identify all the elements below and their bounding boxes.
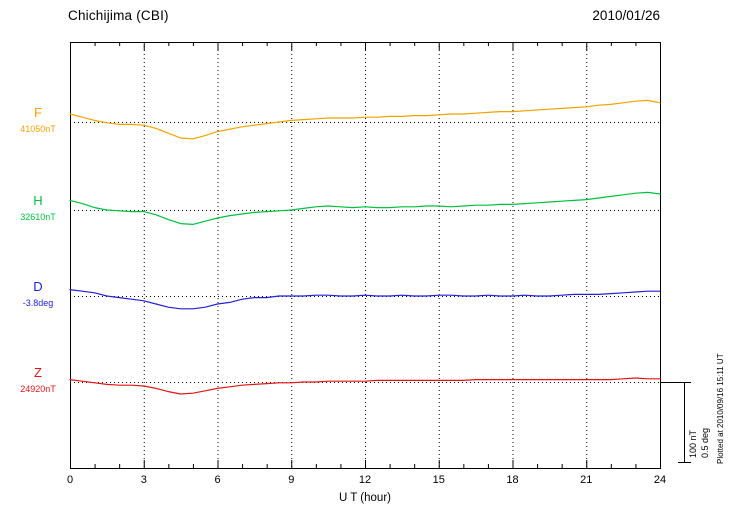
series-label-f: F (34, 105, 42, 120)
series-label-d: D (33, 279, 43, 294)
chart-title: Chichijima (CBI) (68, 8, 169, 23)
scale-label-deg: 0.5 deg (700, 427, 710, 458)
x-axis-tick-labels: 0 3 6 9 12 15 18 21 24 (0, 474, 730, 488)
series-baseline-value-h: 32610nT (20, 212, 56, 222)
x-tick-label: 12 (358, 474, 372, 486)
scale-label-nt: 100 nT (688, 429, 698, 458)
x-tick-label: 15 (432, 474, 445, 486)
x-tick-label: 21 (580, 474, 593, 486)
x-axis-label: U T (hour) (339, 492, 391, 504)
series-baseline-value-d: -3.8deg (22, 298, 54, 308)
x-tick-label: 18 (506, 474, 519, 486)
x-tick-label: 6 (214, 474, 221, 486)
x-tick-label: 3 (140, 474, 147, 486)
series-label-z: Z (34, 365, 42, 380)
series-baseline-value-f: 41050nT (20, 124, 56, 134)
chart-date: 2010/01/26 (592, 8, 660, 23)
x-tick-label: 24 (653, 474, 667, 486)
series-label-h: H (33, 193, 43, 208)
x-tick-label: 9 (288, 474, 295, 486)
plotted-at-note: Plotted at 2010/09/16 15:11 UT (716, 353, 725, 464)
x-tick-label: 0 (66, 474, 74, 486)
series-baseline-value-z: 24920nT (20, 384, 56, 394)
